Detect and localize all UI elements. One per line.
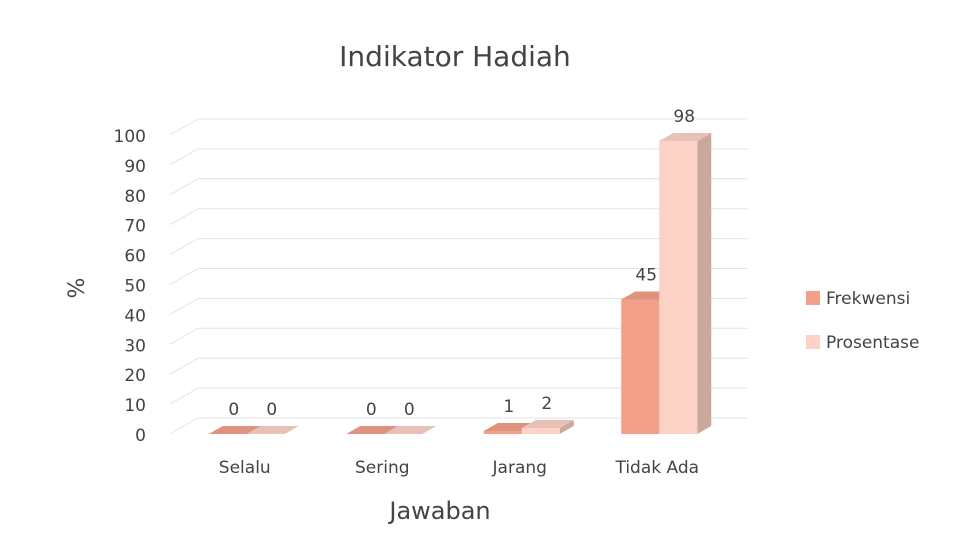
legend-swatch <box>806 291 820 305</box>
bar-top <box>346 426 399 434</box>
value-label: 0 <box>404 400 415 420</box>
value-label: 1 <box>503 397 514 417</box>
x-axis-label: Jawaban <box>387 497 490 525</box>
legend-swatch <box>806 335 820 349</box>
value-label: 0 <box>228 400 239 420</box>
y-tick-label: 90 <box>124 157 146 177</box>
y-tick-label: 100 <box>114 127 146 147</box>
y-tick-label: 30 <box>124 336 146 356</box>
value-label: 2 <box>541 394 552 414</box>
x-tick-label: Jarang <box>492 458 547 478</box>
grid-line <box>169 118 748 136</box>
bar-top <box>246 426 299 434</box>
chart-title: Indikator Hadiah <box>339 40 571 73</box>
value-label: 98 <box>673 107 695 127</box>
y-tick-label: 10 <box>124 396 146 416</box>
bar <box>621 299 660 434</box>
value-label: 0 <box>366 400 377 420</box>
bar-top <box>521 420 574 429</box>
y-tick-label: 20 <box>124 366 146 386</box>
value-label: 0 <box>266 400 277 420</box>
y-tick-label: 70 <box>124 217 146 237</box>
bar-side <box>697 132 712 435</box>
grid-line <box>169 268 748 285</box>
grid-line <box>169 208 748 226</box>
bar-top <box>659 132 712 141</box>
y-axis-label: % <box>65 278 90 299</box>
bar <box>483 431 522 434</box>
y-tick-label: 40 <box>124 306 146 326</box>
bar-top <box>208 426 261 434</box>
bar <box>521 428 560 434</box>
x-tick-label: Selalu <box>219 458 271 478</box>
x-tick-label: Sering <box>355 458 410 478</box>
grid-line <box>169 357 748 375</box>
legend-label: Frekwensi <box>826 289 910 309</box>
y-tick-label: 60 <box>124 247 146 267</box>
y-tick-label: 80 <box>124 187 146 207</box>
value-label: 45 <box>635 265 657 285</box>
grid-line <box>169 148 748 166</box>
grid-line <box>169 327 748 345</box>
legend-label: Prosentase <box>826 333 919 353</box>
grid-line <box>169 417 748 435</box>
y-tick-label: 0 <box>135 426 146 446</box>
bar-side <box>559 420 574 434</box>
x-tick-label: Tidak Ada <box>614 458 699 478</box>
bar <box>659 140 698 435</box>
grid-line <box>169 238 748 256</box>
grid-line <box>169 387 748 405</box>
grid-line <box>169 178 748 196</box>
grid-line <box>169 297 748 315</box>
bar-top <box>384 426 437 434</box>
y-tick-label: 50 <box>124 277 146 297</box>
